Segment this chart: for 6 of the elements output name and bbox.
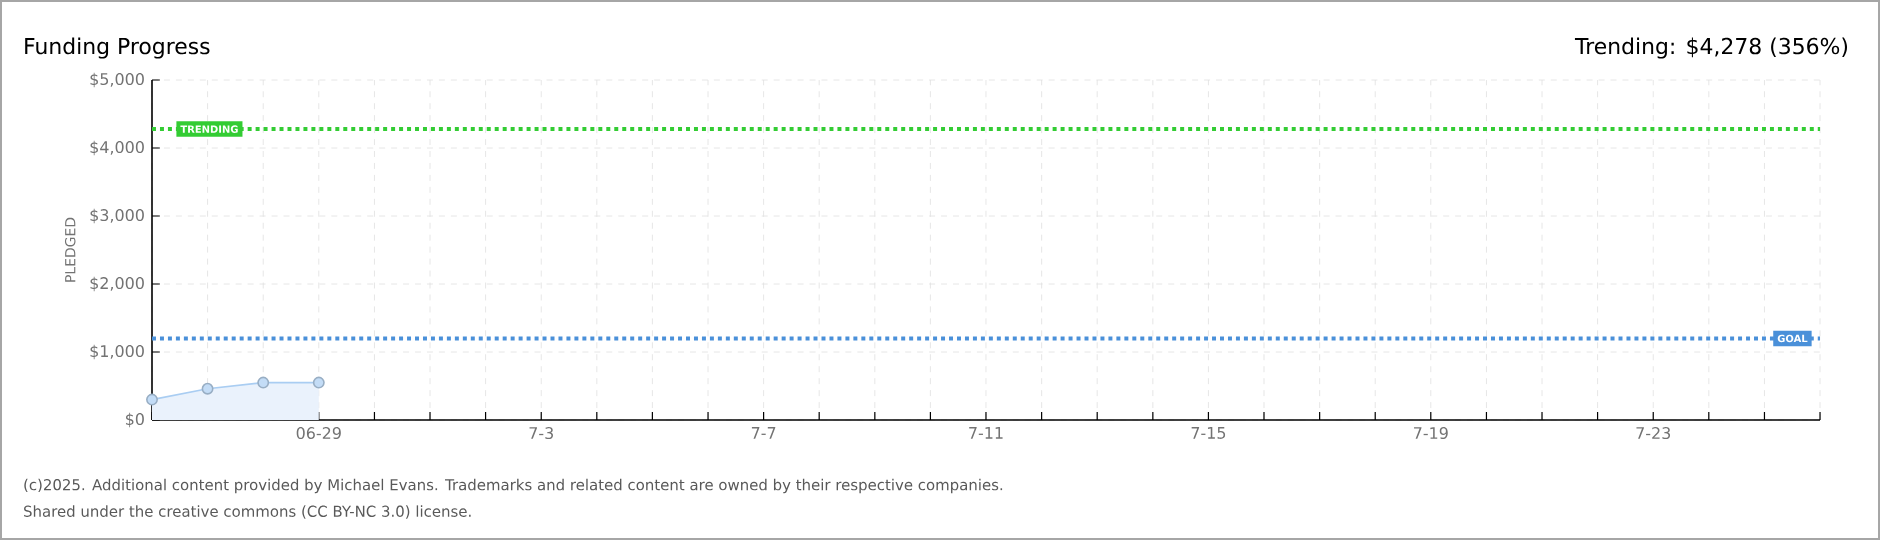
text: Trending: $4,278 (356%) xyxy=(1574,37,1848,59)
point xyxy=(312,376,325,389)
point xyxy=(201,382,214,395)
point xyxy=(257,376,270,389)
point xyxy=(146,393,158,406)
chart-title: Funding Progress xyxy=(25,37,210,59)
